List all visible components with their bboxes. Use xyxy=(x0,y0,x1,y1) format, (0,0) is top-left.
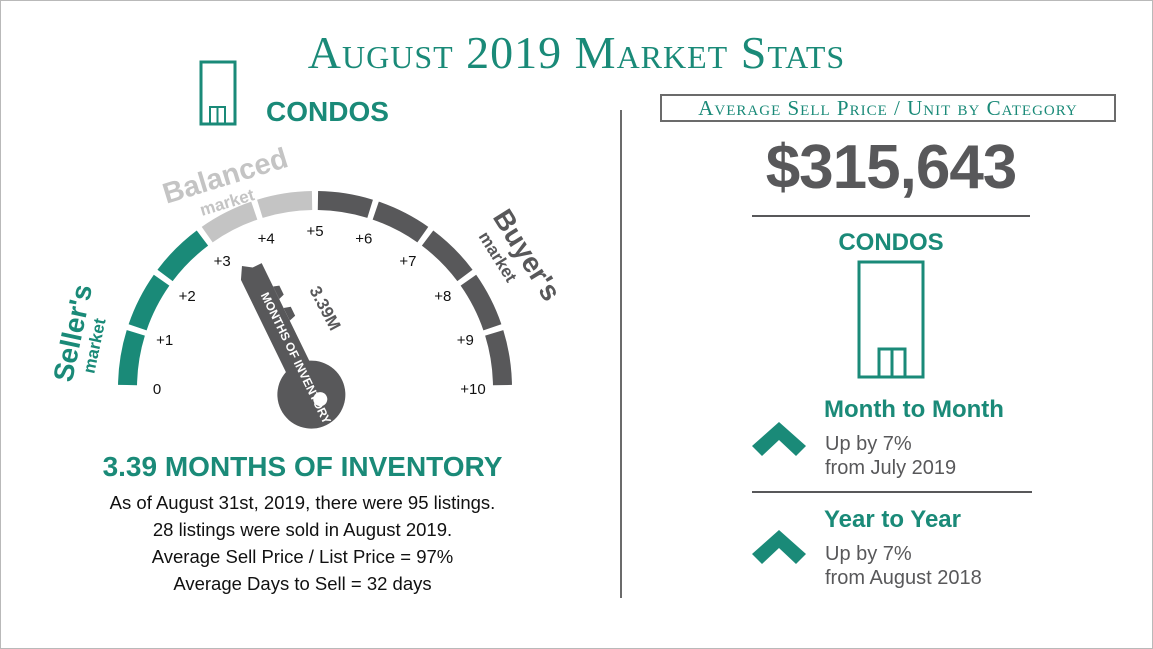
gauge-segment xyxy=(201,201,258,243)
category-box-label: Average Sell Price / Unit by Category xyxy=(660,94,1116,122)
condo-building-large-icon xyxy=(857,260,925,379)
stats-divider xyxy=(752,491,1032,493)
year-to-year-change: Up by 7% xyxy=(825,543,912,565)
inventory-heading: 3.39 MONTHS OF INVENTORY xyxy=(102,451,503,482)
right-category-label: CONDOS xyxy=(838,229,944,256)
inventory-line: Average Days to Sell = 32 days xyxy=(173,573,432,594)
gauge-tick-label: +5 xyxy=(306,223,323,240)
gauge-tick-label: +9 xyxy=(457,332,474,349)
gauge-segment xyxy=(317,191,373,218)
inventory-gauge: 0+1+2+3+4 +5 +6+7+8+9+10 Balanced market S… xyxy=(47,142,567,429)
inventory-line: As of August 31st, 2019, there were 95 l… xyxy=(109,492,496,513)
gauge-tick-label: +7 xyxy=(399,253,416,270)
gauge-segment xyxy=(157,230,209,282)
year-to-year-title: Year to Year xyxy=(824,506,961,533)
price-divider xyxy=(752,215,1030,217)
condo-building-icon xyxy=(199,60,237,126)
gauge-segment xyxy=(421,230,473,282)
inventory-line: 28 listings were sold in August 2019. xyxy=(152,519,453,540)
gauge-tick-label: +8 xyxy=(434,288,451,305)
gauge-tick-label: +4 xyxy=(258,231,275,248)
gauge-segment xyxy=(257,191,313,218)
month-to-month-period: from July 2019 xyxy=(825,457,957,479)
gauge-segment xyxy=(485,330,512,386)
gauge-segment xyxy=(460,274,502,331)
gauge-tick-label: +6 xyxy=(355,231,372,248)
month-to-month-title: Month to Month xyxy=(824,396,1004,423)
gauge-tick-label: +3 xyxy=(214,253,231,270)
gauge-tick-label: 0 xyxy=(153,381,161,398)
category-label: CONDOS xyxy=(266,96,389,127)
page-title: August 2019 Market Stats xyxy=(307,27,846,78)
gauge-segment xyxy=(128,274,170,331)
inventory-line: Average Sell Price / List Price = 97% xyxy=(151,546,454,567)
key-value-label: 3.39M xyxy=(305,283,344,334)
inventory-details: As of August 31st, 2019, there were 95 l… xyxy=(0,489,605,597)
up-arrow-icon xyxy=(752,422,806,456)
gauge-segment xyxy=(372,201,429,243)
gauge-tick-label: +10 xyxy=(460,381,485,398)
key-pointer: MONTHS OF INVENTORY xyxy=(240,263,346,429)
year-to-year-period: from August 2018 xyxy=(825,567,982,589)
average-sell-price: $315,643 xyxy=(765,133,1018,202)
up-arrow-icon xyxy=(752,530,806,564)
gauge-tick-label: +1 xyxy=(156,332,173,349)
gauge-segment xyxy=(118,330,145,386)
gauge-tick-label: +2 xyxy=(179,288,196,305)
month-to-month-change: Up by 7% xyxy=(825,433,912,455)
vertical-divider xyxy=(620,110,622,598)
